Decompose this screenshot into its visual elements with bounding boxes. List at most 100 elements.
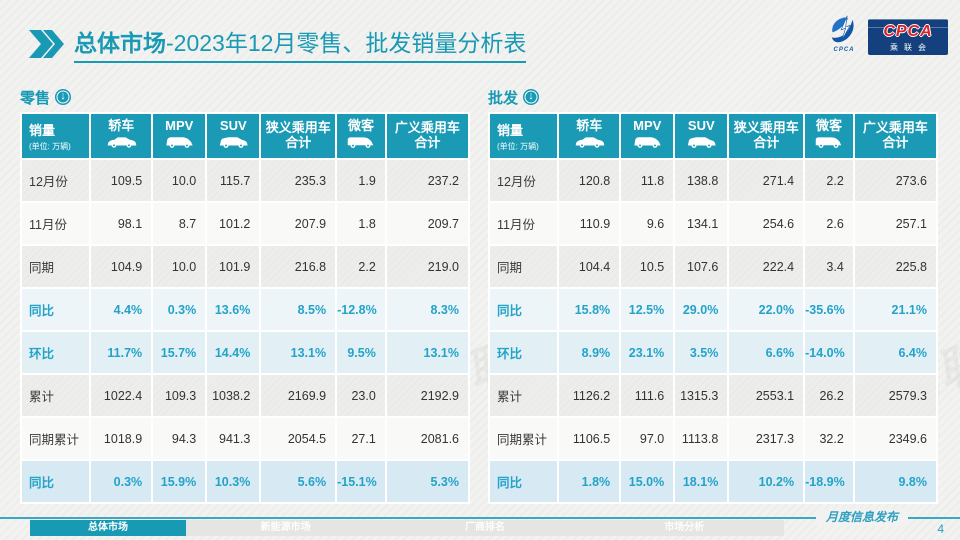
table-cell: 94.3	[153, 418, 206, 459]
table-cell: 2349.6	[854, 418, 936, 459]
page-title: 总体市场-2023年12月零售、批发销量分析表	[74, 24, 527, 63]
cpca-logo-text: CPCA	[883, 22, 933, 40]
page-header: 总体市场-2023年12月零售、批发销量分析表	[28, 24, 527, 63]
table-cell: 32.2	[805, 418, 853, 459]
table-cell: 8.9%	[559, 332, 620, 373]
row-label: 同期	[490, 246, 558, 287]
table-cell: 273.6	[854, 160, 936, 201]
column-header-label: 合计	[753, 135, 780, 150]
unit-sub-label: (单位: 万辆)	[497, 142, 539, 151]
column-header-label: MPV	[165, 118, 194, 134]
unit-label: 销量	[497, 123, 524, 138]
table-cell: 1126.2	[559, 375, 620, 416]
table-row: 同比 15.8% 12.5% 29.0% 22.0% -35.6% 21.1%	[490, 289, 936, 330]
release-note: 月度信息发布	[815, 509, 908, 526]
table-cell: 21.1%	[854, 289, 936, 330]
table-cell: 254.6	[729, 203, 804, 244]
table-cell: 10.3%	[207, 461, 260, 502]
table-row: 环比 11.7% 15.7% 14.4% 13.1% 9.5% 13.1%	[22, 332, 468, 373]
table-cell: 209.7	[386, 203, 468, 244]
column-header: 轿车	[559, 114, 620, 158]
column-header: 狭义乘用车 合计	[261, 114, 336, 158]
table-cell: 104.9	[91, 246, 152, 287]
column-header-label: 广义乘用车	[394, 120, 460, 136]
table-cell: 5.3%	[386, 461, 468, 502]
wholesale-section-header: 批发 ↓	[488, 86, 938, 108]
page-title-bold: 总体市场	[74, 30, 166, 56]
table-cell: 1106.5	[559, 418, 620, 459]
table-cell: 111.6	[621, 375, 674, 416]
retail-section-header: 零售 ↓	[20, 86, 470, 108]
table-cell: 1315.3	[675, 375, 728, 416]
footer-tab-0[interactable]: 总体市场	[30, 520, 186, 536]
row-label: 12月份	[490, 160, 558, 201]
table-cell: 109.5	[91, 160, 152, 201]
table-cell: -18.9%	[805, 461, 853, 502]
column-header-label: SUV	[687, 118, 715, 134]
table-cell: 107.6	[675, 246, 728, 287]
footer-tab-2[interactable]: 厂商排名	[464, 522, 505, 533]
footer-tab-1[interactable]: 新能源市场	[260, 522, 311, 533]
column-header-label: 广义乘用车	[862, 120, 928, 136]
table-cell: 2192.9	[386, 375, 468, 416]
table-cell: 104.4	[559, 246, 620, 287]
table-cell: 1.8	[337, 203, 385, 244]
table-cell: 2553.1	[729, 375, 804, 416]
column-header-label: 合计	[414, 135, 441, 150]
column-header-label: 合计	[882, 135, 909, 150]
table-cell: -12.8%	[337, 289, 385, 330]
row-label: 环比	[22, 332, 90, 373]
table-cell: 18.1%	[675, 461, 728, 502]
table-cell: 235.3	[261, 160, 336, 201]
footer-divider-line	[0, 517, 960, 519]
table-cell: 23.0	[337, 375, 385, 416]
table-cell: 115.7	[207, 160, 260, 201]
footer-tabstrip: 新能源市场 厂商排名 市场分析	[186, 520, 784, 536]
row-label: 同比	[22, 461, 90, 502]
table-cell: 1113.8	[675, 418, 728, 459]
column-header: SUV	[675, 114, 728, 158]
table-cell: 101.2	[207, 203, 260, 244]
page-title-rest: -2023年12月零售、批发销量分析表	[166, 30, 527, 56]
table-cell: 1.9	[337, 160, 385, 201]
table-cell: 1.8%	[559, 461, 620, 502]
sales-table: 销量 (单位: 万辆) 轿车 MPV SUV 狭义乘用车 合计 微客 广义乘用车 合计 12月份 10…	[20, 112, 470, 504]
footer-tab-3[interactable]: 市场分析	[664, 522, 705, 533]
wholesale-label: 批发	[488, 89, 519, 107]
unit-label: 销量	[29, 123, 56, 138]
table-cell: 2.2	[337, 246, 385, 287]
table-cell: 1018.9	[91, 418, 152, 459]
table-cell: 2169.9	[261, 375, 336, 416]
row-label: 累计	[490, 375, 558, 416]
table-cell: 15.8%	[559, 289, 620, 330]
table-cell: 13.1%	[261, 332, 336, 373]
cpca-logo-box: CPCA 乘联会	[868, 19, 948, 55]
column-header: 轿车	[91, 114, 152, 158]
table-cell: 15.0%	[621, 461, 674, 502]
column-header-label: 微客	[347, 118, 374, 134]
table-cell: 10.0	[153, 246, 206, 287]
table-cell: 8.7	[153, 203, 206, 244]
table-cell: 2.6	[805, 203, 853, 244]
cpca-swoosh-icon: CPCA	[823, 15, 865, 55]
footer-tab-bar: 总体市场 新能源市场 厂商排名 市场分析	[30, 520, 784, 536]
row-label: 同期	[22, 246, 90, 287]
column-header: 微客	[805, 114, 853, 158]
page-number: 4	[937, 522, 944, 536]
row-label: 11月份	[490, 203, 558, 244]
table-cell: 13.6%	[207, 289, 260, 330]
table-cell: 120.8	[559, 160, 620, 201]
cpca-swoosh-caption: CPCA	[833, 47, 855, 53]
table-row: 11月份 98.1 8.7 101.2 207.9 1.8 209.7	[22, 203, 468, 244]
row-label: 同期累计	[490, 418, 558, 459]
sedan-icon	[91, 134, 151, 153]
column-header-label: 合计	[285, 135, 312, 150]
table-cell: 23.1%	[621, 332, 674, 373]
table-cell: 219.0	[386, 246, 468, 287]
table-cell: 101.9	[207, 246, 260, 287]
table-row: 同期 104.4 10.5 107.6 222.4 3.4 225.8	[490, 246, 936, 287]
table-cell: 10.0	[153, 160, 206, 201]
wholesale-section: 批发 ↓ 销量 (单位: 万辆) 轿车 MPV SUV 狭义乘用车 合计 微客 广义乘用车 合计 1…	[488, 86, 938, 504]
microvan-icon	[337, 134, 385, 153]
table-cell: 6.6%	[729, 332, 804, 373]
